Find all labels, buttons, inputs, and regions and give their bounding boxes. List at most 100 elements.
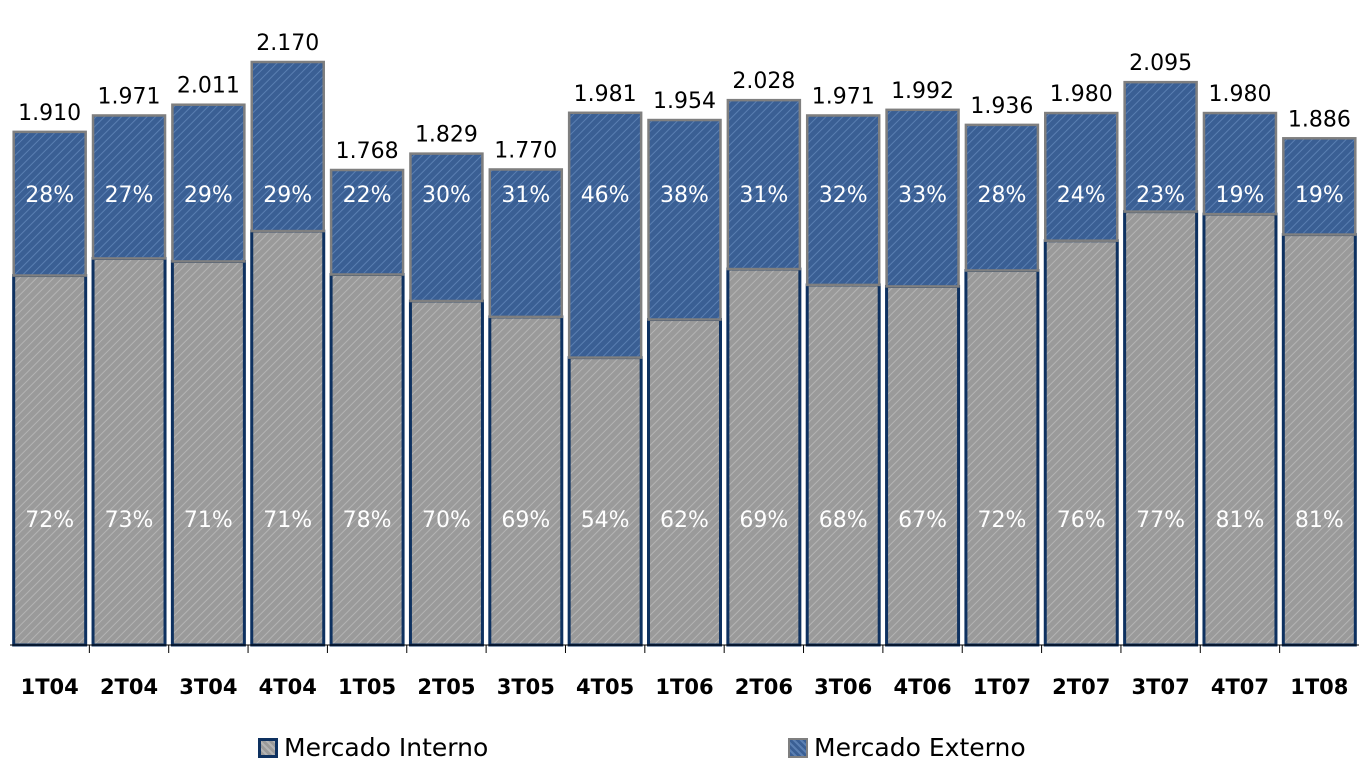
total-label-2T06: 2.028	[732, 69, 795, 94]
pct-externo-4T04: 29%	[263, 183, 312, 208]
pct-externo-2T06: 31%	[739, 183, 788, 208]
pct-externo-2T04: 27%	[105, 183, 154, 208]
pct-interno-4T07: 81%	[1216, 508, 1265, 533]
bar-interno-3T04	[170, 259, 246, 647]
pct-interno-3T05: 69%	[501, 508, 550, 533]
total-label-4T04: 2.170	[256, 31, 319, 56]
total-label-3T07: 2.095	[1129, 51, 1192, 76]
total-label-3T06: 1.971	[812, 84, 875, 109]
bar-externo-3T04	[171, 103, 246, 263]
bar-externo-1T05	[329, 168, 405, 276]
labels-layer: 1.910 28% 72% 1T04 1.971 27% 73% 2T04 2.011 29% 71…	[18, 31, 1351, 699]
bar-interno-2T04	[91, 256, 167, 647]
pct-externo-3T07: 23%	[1136, 183, 1185, 208]
pct-externo-1T08: 19%	[1295, 183, 1344, 208]
pct-interno-1T05: 78%	[343, 508, 392, 533]
bar-interno-4T06	[885, 284, 961, 647]
total-label-3T05: 1.770	[494, 138, 557, 163]
bar-externo-1T08	[1282, 137, 1357, 236]
total-label-1T05: 1.768	[336, 139, 399, 164]
total-label-1T08: 1.886	[1288, 107, 1351, 132]
legend-label-externo: Mercado Externo	[814, 733, 1026, 762]
category-label-2T07: 2T07	[1052, 675, 1110, 699]
bar-externo-3T07	[1123, 80, 1198, 213]
category-label-1T08: 1T08	[1290, 675, 1348, 699]
total-label-2T05: 1.829	[415, 123, 478, 148]
total-label-1T07: 1.936	[970, 94, 1033, 119]
pct-interno-3T04: 71%	[184, 508, 233, 533]
bar-externo-2T04	[91, 114, 167, 260]
category-label-1T04: 1T04	[21, 675, 79, 699]
bar-interno-1T06	[647, 318, 722, 647]
bars-layer	[12, 60, 1357, 647]
pct-externo-4T05: 46%	[581, 183, 630, 208]
pct-externo-3T05: 31%	[501, 183, 550, 208]
pct-interno-2T06: 69%	[739, 508, 788, 533]
pct-interno-4T04: 71%	[263, 508, 312, 533]
bar-interno-4T07	[1202, 212, 1278, 647]
total-label-2T04: 1.971	[98, 84, 161, 109]
pct-interno-2T04: 73%	[105, 508, 154, 533]
category-label-3T05: 3T05	[497, 675, 555, 699]
pct-externo-1T05: 22%	[343, 183, 392, 208]
category-label-3T04: 3T04	[179, 675, 237, 699]
category-label-2T04: 2T04	[100, 675, 158, 699]
legend-item-externo: Mercado Externo	[788, 733, 1026, 762]
total-label-4T07: 1.980	[1208, 82, 1271, 107]
category-label-4T07: 4T07	[1211, 675, 1269, 699]
bar-interno-2T07	[1043, 239, 1119, 647]
bar-interno-4T05	[567, 356, 643, 647]
pct-interno-3T07: 77%	[1136, 508, 1185, 533]
pct-interno-1T06: 62%	[660, 508, 709, 533]
bar-interno-2T05	[408, 299, 484, 647]
bar-externo-3T06	[805, 114, 881, 287]
category-label-3T07: 3T07	[1132, 675, 1190, 699]
bar-externo-4T07	[1202, 111, 1278, 216]
bar-interno-1T04	[12, 274, 88, 647]
bar-interno-3T06	[805, 283, 881, 647]
bar-interno-3T07	[1123, 210, 1199, 647]
pct-externo-1T06: 38%	[660, 183, 709, 208]
legend-item-interno: Mercado Interno	[258, 733, 488, 762]
pct-externo-1T07: 28%	[977, 183, 1026, 208]
pct-interno-1T08: 81%	[1295, 508, 1344, 533]
bar-externo-2T07	[1044, 111, 1119, 242]
bar-externo-1T06	[647, 118, 722, 321]
total-label-1T04: 1.910	[18, 101, 81, 126]
category-label-1T06: 1T06	[655, 675, 713, 699]
pct-externo-2T05: 30%	[422, 183, 471, 208]
pct-externo-1T04: 28%	[25, 183, 74, 208]
category-label-1T05: 1T05	[338, 675, 396, 699]
legend-swatch-externo-icon	[788, 737, 808, 758]
bar-externo-2T05	[409, 152, 484, 303]
category-label-3T06: 3T06	[814, 675, 872, 699]
bar-externo-4T06	[885, 108, 960, 288]
total-label-4T05: 1.981	[574, 82, 637, 107]
x-axis	[10, 644, 1359, 653]
category-label-4T06: 4T06	[893, 675, 951, 699]
bar-interno-1T05	[329, 273, 405, 647]
bar-interno-2T06	[726, 267, 802, 647]
legend-label-interno: Mercado Interno	[284, 733, 489, 762]
pct-interno-4T06: 67%	[898, 508, 947, 533]
category-label-4T04: 4T04	[259, 675, 317, 699]
total-label-3T04: 2.011	[177, 74, 240, 99]
bar-externo-3T05	[488, 168, 564, 319]
total-label-1T06: 1.954	[653, 89, 716, 114]
category-label-4T05: 4T05	[576, 675, 634, 699]
bar-externo-4T05	[567, 111, 643, 359]
category-label-2T06: 2T06	[735, 675, 793, 699]
legend-swatch-interno-icon	[258, 737, 278, 758]
pct-externo-4T06: 33%	[898, 183, 947, 208]
bar-interno-3T05	[488, 315, 564, 647]
stacked-bar-chart: 1.910 28% 72% 1T04 1.971 27% 73% 2T04 2.011 29% 71…	[10, 31, 1359, 699]
pct-externo-3T06: 32%	[819, 183, 868, 208]
pct-interno-3T06: 68%	[819, 508, 868, 533]
pct-interno-2T05: 70%	[422, 508, 471, 533]
bar-interno-4T04	[250, 229, 326, 647]
bar-interno-1T07	[964, 269, 1040, 647]
pct-interno-1T04: 72%	[25, 508, 74, 533]
pct-externo-2T07: 24%	[1057, 183, 1106, 208]
pct-interno-4T05: 54%	[581, 508, 630, 533]
bar-externo-2T06	[726, 98, 802, 271]
